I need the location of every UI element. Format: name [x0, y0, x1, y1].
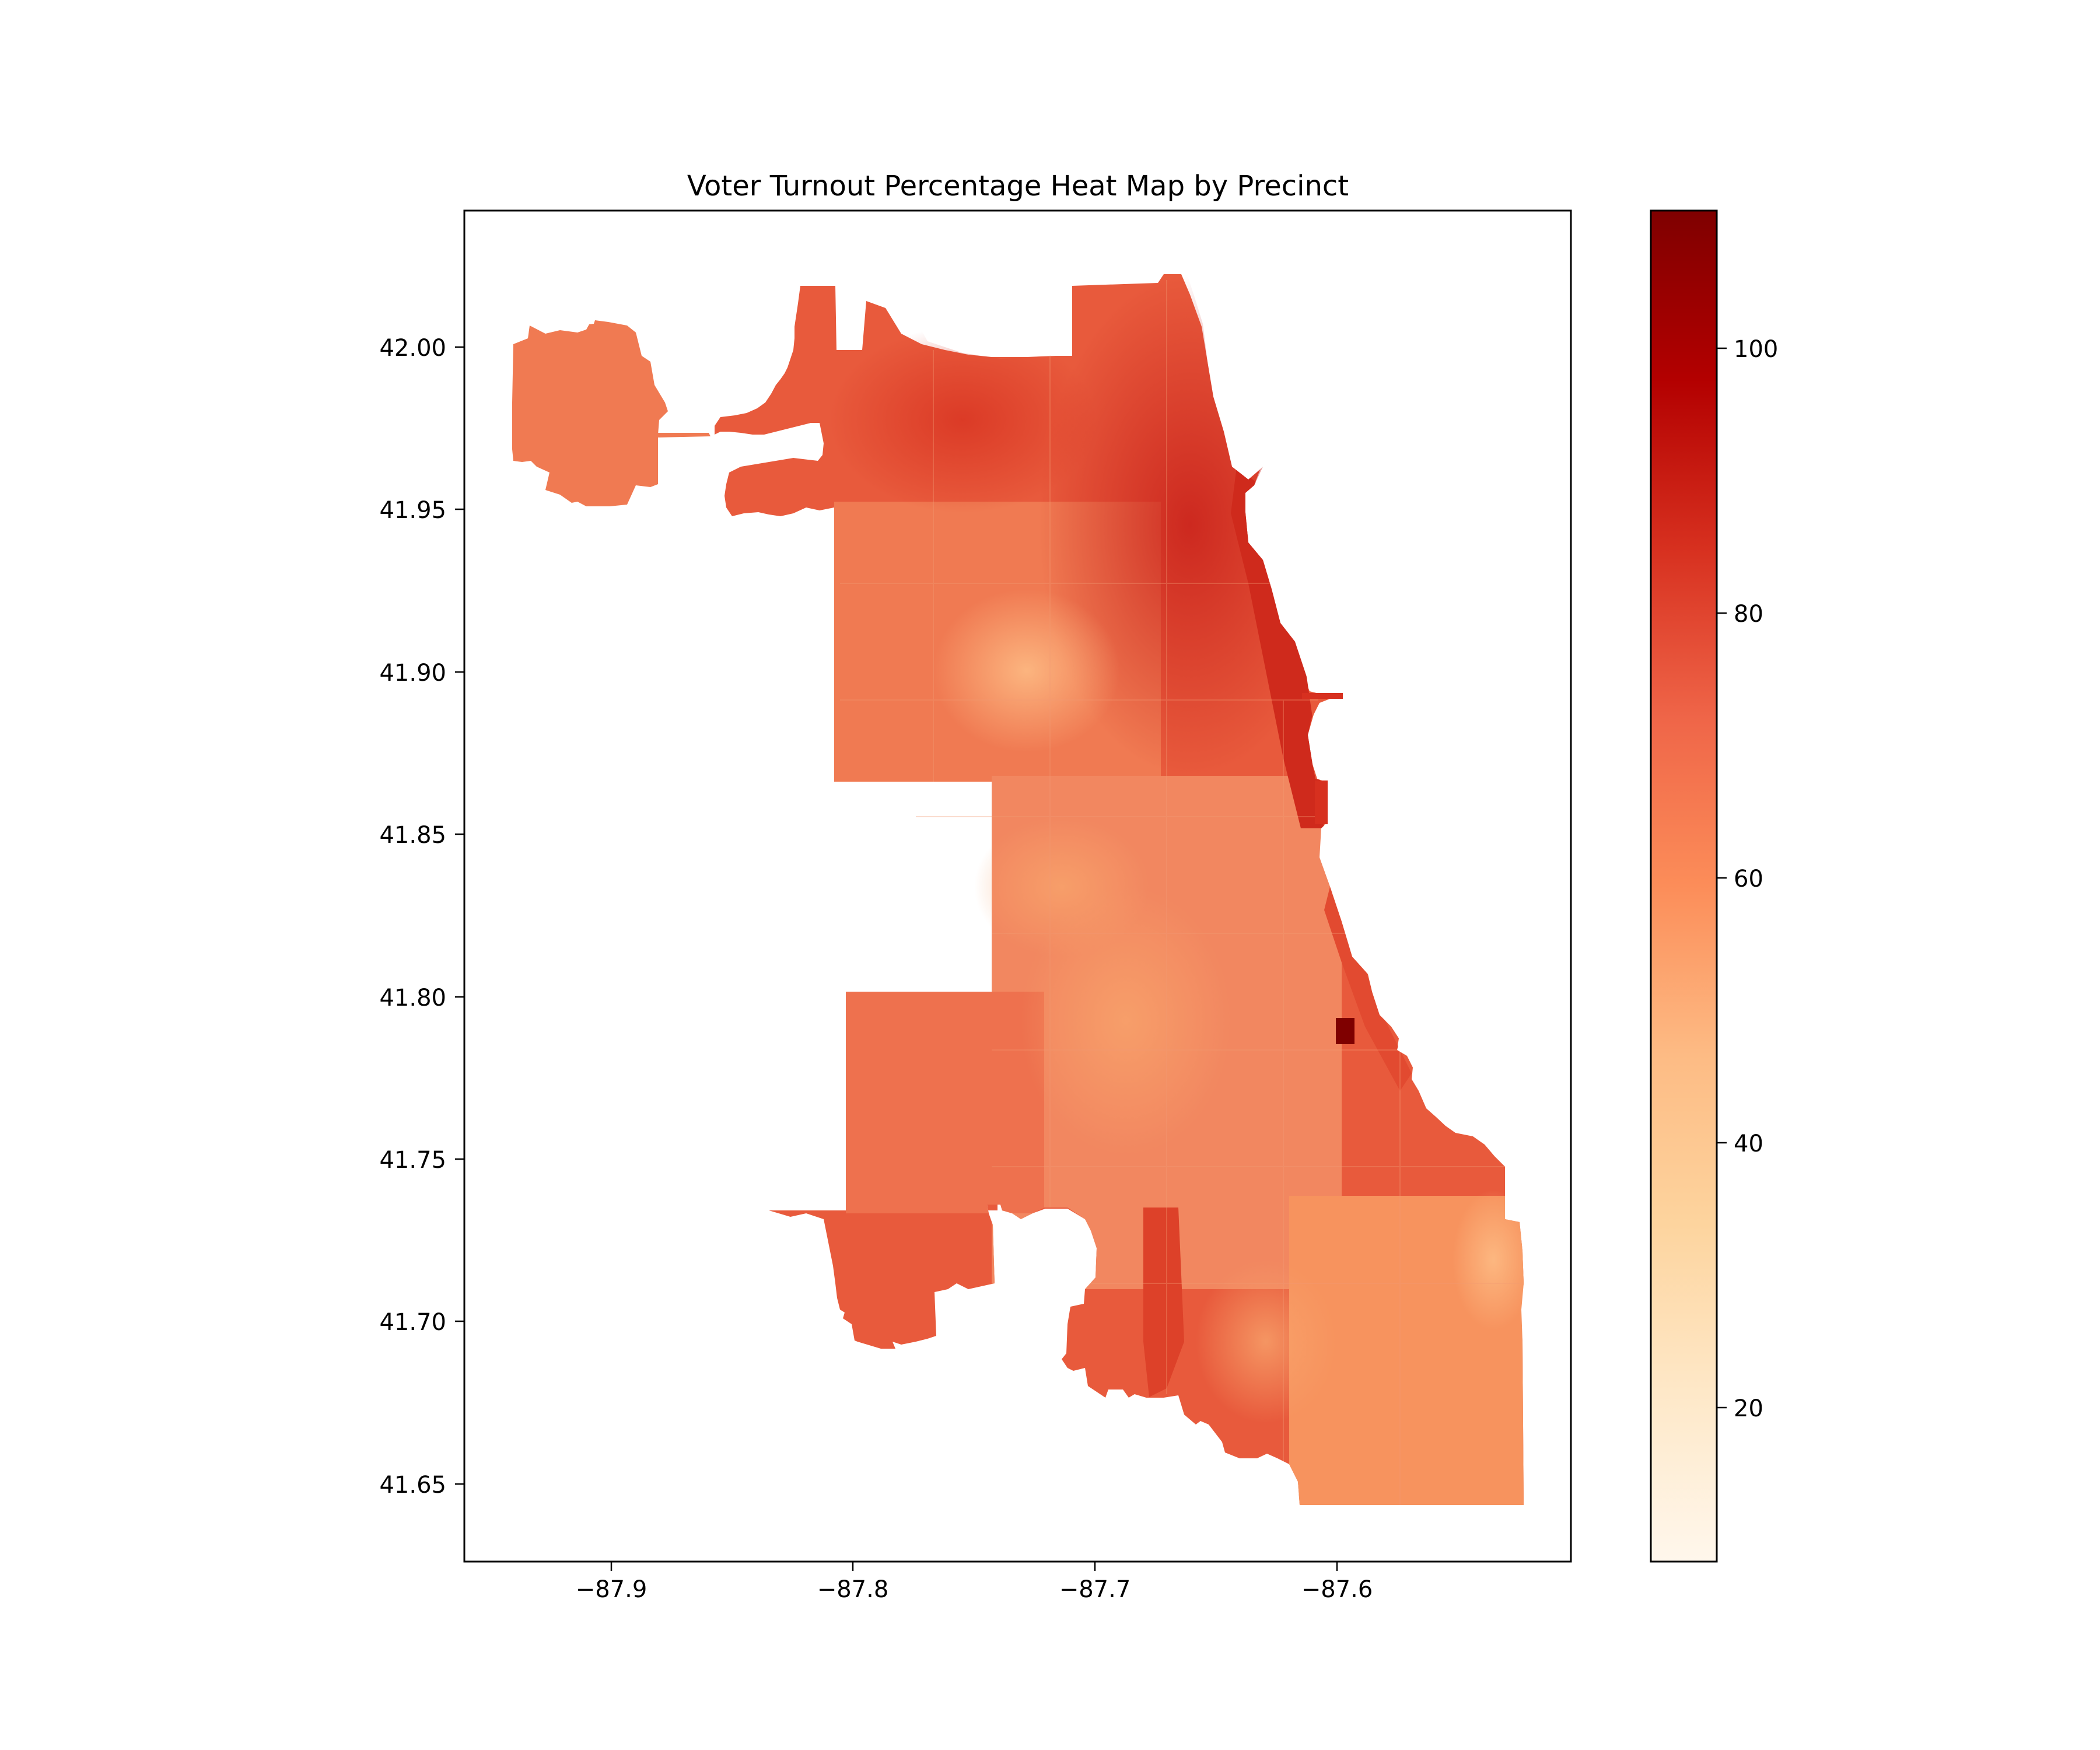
colorbar: 100 80 60 40 20: [1650, 209, 1778, 1563]
map-axes-frame: [463, 209, 1572, 1563]
ohare-region: [512, 320, 668, 506]
colorbar-tick-label: 60: [1734, 866, 1763, 892]
northwest-dark-zone: [828, 327, 1097, 513]
x-tick-label: −87.7: [1059, 1576, 1131, 1603]
y-tick-label: 41.70: [379, 1309, 446, 1336]
x-tick-label: −87.8: [817, 1576, 889, 1603]
precinct-map: [512, 274, 1524, 1505]
colorbar-tick-label: 20: [1734, 1395, 1763, 1422]
colorbar-tick-label: 40: [1734, 1130, 1763, 1157]
precinct-boundaries: [840, 280, 1522, 1505]
x-tick-label: −87.9: [576, 1576, 648, 1603]
lake-shore-pier: [1315, 780, 1328, 824]
y-tick-label: 41.90: [379, 660, 446, 687]
south-light-pocket: [1196, 1260, 1336, 1423]
colorbar-gradient: [1650, 209, 1718, 1563]
lakefront-dark-strip: [1231, 467, 1324, 828]
x-tick-label: −87.6: [1301, 1576, 1373, 1603]
y-tick-label: 41.95: [379, 497, 446, 524]
southwest-dark-block: [1143, 1208, 1184, 1397]
y-tick-label: 42.00: [379, 335, 446, 362]
y-tick-label: 41.85: [379, 822, 446, 849]
colorbar-tick-label: 80: [1734, 601, 1763, 628]
west-light-pocket: [933, 589, 1120, 752]
connector-strip: [658, 433, 710, 438]
y-tick-label: 41.75: [379, 1147, 446, 1174]
southwest-fill: [846, 992, 1044, 1213]
southeast-shore-strip: [1324, 887, 1412, 1091]
turnout-hotspot: [1336, 1018, 1354, 1044]
y-tick-label: 41.65: [379, 1472, 446, 1499]
chart-title: Voter Turnout Percentage Heat Map by Pre…: [687, 170, 1349, 202]
navy-pier: [1302, 693, 1343, 699]
y-axis: 42.00 41.95 41.90 41.85 41.80 41.75 41.7…: [379, 335, 464, 1499]
x-axis: −87.9 −87.8 −87.7 −87.6: [576, 1562, 1373, 1603]
midway-light-pocket: [974, 817, 1149, 957]
colorbar-tick-label: 100: [1734, 336, 1778, 363]
far-southeast-pocket: [1452, 1190, 1524, 1330]
y-tick-label: 41.80: [379, 985, 446, 1012]
